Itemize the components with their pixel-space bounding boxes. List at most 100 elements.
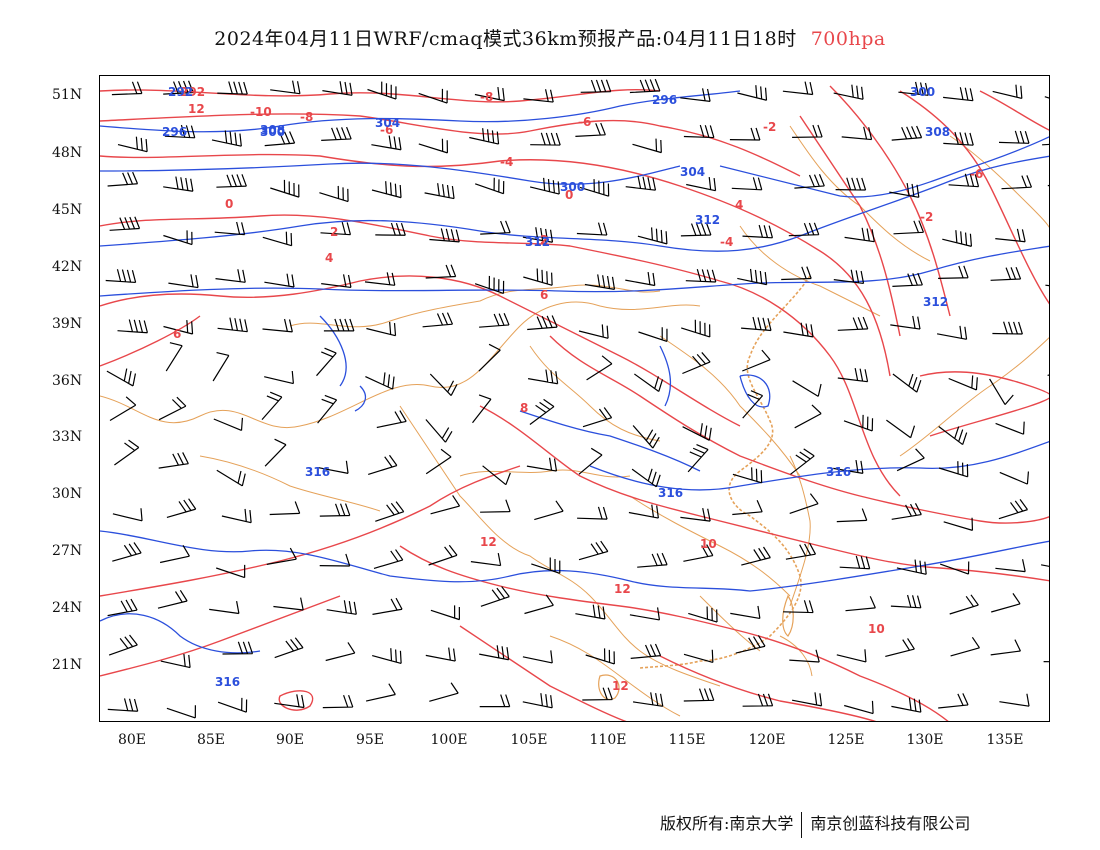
wind-barb [575, 604, 606, 620]
lon-label: 120E [748, 732, 786, 748]
wind-barb [730, 605, 761, 620]
wind-barb [365, 683, 396, 702]
wind-barb [109, 216, 141, 231]
wind-barb [682, 352, 711, 375]
wind-barb [321, 126, 352, 141]
wind-barb [579, 179, 610, 197]
wind-barb [318, 460, 349, 474]
theta-label: 296 [652, 93, 677, 107]
wind-barb [372, 597, 403, 615]
wind-barb [217, 697, 248, 713]
wind-barb [472, 394, 492, 424]
wind-barb [321, 274, 352, 289]
wind-barb [835, 177, 867, 191]
wind-barb [782, 81, 814, 96]
lon-label: 130E [906, 732, 944, 748]
wind-barb [943, 517, 974, 531]
wind-barb [112, 542, 142, 562]
wind-barb [625, 175, 657, 191]
wind-barb [320, 221, 352, 236]
wind-barb [428, 544, 458, 566]
lon-label: 100E [430, 732, 468, 748]
wind-barb [836, 649, 867, 663]
wind-barb [580, 79, 612, 93]
wind-barb [316, 347, 337, 377]
wind-barb [262, 318, 293, 333]
wind-barb [732, 499, 763, 516]
wind-barb [1044, 88, 1049, 106]
wind-barb [637, 552, 668, 568]
wind-barb [938, 265, 969, 279]
wind-barb [475, 177, 505, 195]
wind-barb [422, 312, 454, 328]
wind-barb [585, 648, 615, 665]
wind-barb [839, 555, 871, 570]
temperature-label: -4 [500, 155, 513, 169]
lon-label: 105E [510, 732, 548, 748]
wind-barb [213, 417, 244, 432]
temperature-label: -8 [480, 90, 493, 104]
wind-barb [1047, 174, 1049, 189]
wind-barb [270, 80, 301, 95]
wind-barb [844, 700, 874, 715]
lon-label: 95E [355, 732, 385, 748]
wind-barb [163, 320, 194, 335]
wind-barb [682, 423, 712, 441]
wind-barb [943, 131, 974, 146]
lat-label: 21N [52, 657, 83, 673]
wind-barb [1048, 686, 1050, 707]
wind-barb [843, 414, 874, 432]
wind-barb [270, 179, 300, 198]
wind-barb [741, 546, 771, 566]
wind-barb [325, 642, 356, 662]
wind-barb [577, 506, 608, 520]
lat-label: 27N [52, 543, 83, 559]
theta-label: 300 [910, 85, 935, 99]
theta-label: 304 [375, 116, 400, 130]
wind-barb [683, 649, 714, 663]
wind-barb [371, 181, 402, 199]
wind-barb [890, 315, 921, 330]
wind-barb [480, 586, 510, 607]
temperature-label: 2 [330, 225, 338, 239]
wind-barb [108, 634, 138, 656]
wind-barb [943, 87, 974, 102]
theta-label: 308 [925, 125, 950, 139]
wind-barb [586, 355, 613, 381]
wind-barb [168, 274, 199, 289]
wind-barb [317, 394, 338, 424]
temperature-label: 0 [565, 188, 573, 202]
wind-barb [111, 81, 143, 96]
wind-barb [375, 501, 405, 522]
wind-barb [892, 272, 923, 287]
wind-barb [685, 269, 717, 283]
wind-barb [266, 547, 297, 565]
wind-barb [998, 130, 1030, 144]
wind-barb [890, 594, 922, 609]
wind-barb [950, 636, 980, 657]
wind-barb [522, 227, 554, 243]
wind-barb [523, 268, 553, 286]
wind-barb [990, 639, 1021, 656]
theta-label: 316 [215, 675, 240, 689]
wind-barb [319, 553, 351, 567]
wind-barb [159, 544, 190, 564]
wind-barb [680, 222, 712, 237]
wind-barb [936, 325, 968, 340]
wind-barb [741, 316, 772, 332]
wind-barb [158, 452, 189, 469]
wind-barb [367, 81, 397, 100]
wind-barb [429, 682, 459, 702]
wind-barb [582, 687, 613, 701]
wind-barb [991, 593, 1021, 613]
wind-barb [938, 693, 969, 709]
temperature-label: -10 [250, 105, 272, 119]
wind-barb [584, 274, 616, 290]
wind-barb [845, 596, 876, 612]
wind-barb [366, 321, 397, 337]
wind-barb [992, 84, 1023, 100]
temperature-label: 12 [614, 582, 631, 596]
wind-barb [578, 324, 609, 339]
wind-barb [425, 647, 456, 662]
wind-barb [737, 268, 768, 286]
